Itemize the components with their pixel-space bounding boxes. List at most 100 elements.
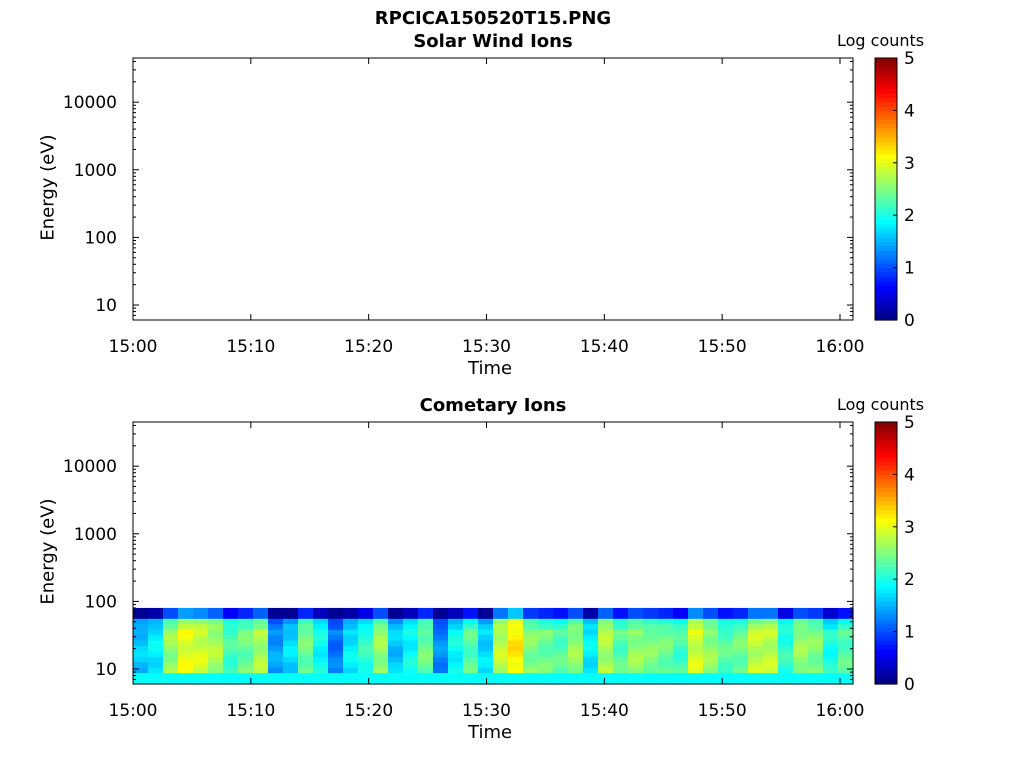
heatmap-cell [793,607,809,614]
colorbar-segment [875,640,897,646]
x-tick-label: 16:00 [816,701,865,721]
heatmap-cell [673,618,689,625]
heatmap-cell [358,635,374,642]
heatmap-cell [658,656,674,663]
heatmap-cell [493,635,509,642]
heatmap-cell [268,662,284,669]
heatmap-cell [178,613,194,620]
heatmap-cell [283,678,299,685]
heatmap-cell [133,678,149,685]
heatmap-cell [283,656,299,663]
heatmap-cell [388,645,404,652]
heatmap-cell [793,678,809,685]
heatmap-cell [703,629,719,636]
heatmap-cell [223,662,239,669]
heatmap-cell [838,667,854,674]
heatmap-cell [433,645,449,652]
heatmap-cell [343,667,359,674]
heatmap-cell [583,673,599,680]
heatmap-cell [208,667,224,674]
heatmap-cell [358,651,374,658]
heatmap-cell [163,613,179,620]
heatmap-cell [163,673,179,680]
heatmap-cell [448,618,464,625]
heatmap-cell [538,673,554,680]
heatmap-cell [523,673,539,680]
heatmap-cell [673,629,689,636]
heatmap-cell [178,667,194,674]
heatmap-cell [343,618,359,625]
heatmap-cell [358,645,374,652]
heatmap-cell [313,678,329,685]
heatmap-cell [493,678,509,685]
heatmap-cell [493,613,509,620]
heatmap-cell [538,624,554,631]
heatmap-cell [718,624,734,631]
colorbar-segment [875,452,897,458]
heatmap-cell [688,662,704,669]
panel-title-cometary: Cometary Ions [419,395,567,416]
heatmap-cell [463,678,479,685]
heatmap-cell [223,624,239,631]
heatmap-cell [433,613,449,620]
colorbar-segment [875,518,897,524]
heatmap-cell [718,667,734,674]
heatmap-cell [523,662,539,669]
heatmap-cell [553,678,569,685]
heatmap-cell [298,640,314,647]
heatmap-cell [658,635,674,642]
heatmap-cell [478,607,494,614]
colorbar-tick-label: 1 [904,623,915,643]
heatmap-cell [508,635,524,642]
heatmap-cell [478,613,494,620]
heatmap-cell [808,678,824,685]
heatmap-cell [283,640,299,647]
heatmap-cell [388,613,404,620]
heatmap-cell [823,656,839,663]
heatmap-cell [448,635,464,642]
heatmap-cell [178,673,194,680]
heatmap-cell [373,640,389,647]
heatmap-cell [673,613,689,620]
colorbar-segment [875,644,897,650]
heatmap-cell [343,645,359,652]
heatmap-cell [598,607,614,614]
heatmap-cell [403,678,419,685]
heatmap-cell [373,673,389,680]
heatmap-cell [163,640,179,647]
heatmap-cell [673,607,689,614]
colorbar-segment [875,526,897,532]
heatmap-cell [613,635,629,642]
heatmap-cell [808,667,824,674]
heatmap-cell [748,624,764,631]
heatmap-cell [733,656,749,663]
heatmap-cell [178,640,194,647]
heatmap-cell [463,673,479,680]
heatmap-cell [718,662,734,669]
heatmap-cell [208,618,224,625]
heatmap-cell [313,667,329,674]
heatmap-cell [733,673,749,680]
heatmap-cell [838,618,854,625]
y-tick-label: 10 [95,296,117,316]
heatmap-cell [418,640,434,647]
colorbar-segment [875,206,897,212]
heatmap-cell [418,613,434,620]
heatmap-cell [388,640,404,647]
heatmap-cell [613,673,629,680]
heatmap-cell [148,678,164,685]
heatmap-cell [358,667,374,674]
colorbar-segment [875,62,897,68]
colorbar-segment [875,574,897,580]
heatmap-cell [388,667,404,674]
colorbar-segment [875,123,897,129]
plot-frame [132,57,854,321]
heatmap-cell [688,613,704,620]
heatmap-cell [628,613,644,620]
heatmap-cell [178,607,194,614]
heatmap-cell [373,678,389,685]
heatmap-cell [613,678,629,685]
heatmap-cell [808,618,824,625]
colorbar-segment [875,88,897,94]
heatmap-cell [403,613,419,620]
